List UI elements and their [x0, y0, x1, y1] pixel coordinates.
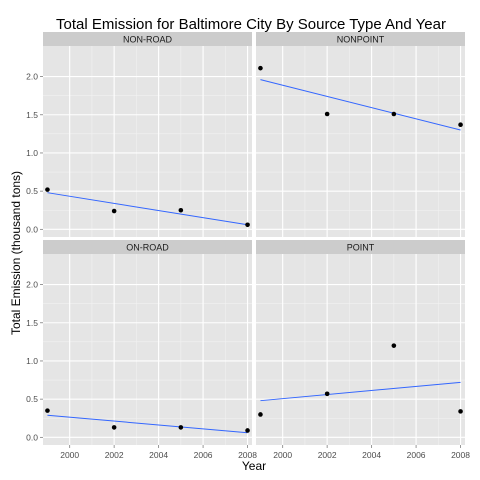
- panel-background: [43, 254, 252, 445]
- facet-non-road: NON-ROAD 0.0 0.5 1.0 1.5 2.0: [26, 32, 252, 237]
- y-tick-label: 2.0: [26, 280, 38, 290]
- trend-line: [260, 381, 461, 402]
- data-point: [324, 111, 330, 117]
- x-tick-label: 2004: [149, 450, 168, 460]
- facet-nonpoint: NONPOINT: [256, 32, 465, 237]
- panel-background: [256, 254, 465, 445]
- x-tick-label: 2004: [362, 450, 381, 460]
- x-tick-label: 2006: [194, 450, 213, 460]
- strip-3: [43, 240, 252, 254]
- x-tick-label: 2000: [273, 450, 292, 460]
- strip-4: [256, 240, 465, 254]
- facet-panels: NON-ROAD 0.0 0.5 1.0 1.5 2.0 NONPOINT ON-ROAD 0.…: [26, 32, 470, 460]
- trend-line: [260, 79, 461, 131]
- panel-background: [256, 46, 465, 237]
- data-point: [45, 187, 50, 192]
- x-tick-label: 2000: [60, 450, 79, 460]
- facet-on-road: ON-ROAD 0.0 0.5 1.0 1.5 2.0 2000 2002 2004 2006 20…: [26, 240, 257, 460]
- x-tick-label: 2006: [407, 450, 426, 460]
- data-point: [178, 425, 184, 430]
- x-tick-label: 2002: [105, 450, 124, 460]
- y-tick-label: 0.0: [26, 432, 38, 442]
- y-tick-label: 1.0: [26, 356, 38, 366]
- chart-title: Total Emission for Baltimore City By Sou…: [56, 16, 446, 33]
- y-tick-label: 2.0: [26, 72, 38, 82]
- data-point: [458, 122, 463, 127]
- data-point: [45, 408, 50, 413]
- x-axis-title: Year: [242, 459, 266, 473]
- data-point: [111, 425, 117, 430]
- trend-line: [47, 192, 248, 226]
- y-tick-label: 0.0: [26, 224, 38, 234]
- data-point: [391, 111, 397, 117]
- y-tick-label: 1.5: [26, 110, 38, 120]
- strip-label: POINT: [347, 243, 375, 253]
- data-point: [324, 391, 330, 397]
- data-point: [111, 208, 117, 214]
- y-tick-label: 1.5: [26, 318, 38, 328]
- facet-point: POINT 2000 2002 2004 2006 2008: [256, 240, 470, 460]
- x-tick-label: 2008: [451, 450, 470, 460]
- trend-line: [47, 414, 248, 434]
- strip-1: [43, 32, 252, 46]
- x-tick-label: 2008: [238, 450, 257, 460]
- data-point: [258, 412, 263, 417]
- panel-background: [43, 46, 252, 237]
- data-point: [178, 207, 184, 213]
- data-point: [245, 222, 250, 228]
- strip-label: NONPOINT: [337, 35, 385, 45]
- y-tick-label: 0.5: [26, 186, 38, 196]
- strip-2: [256, 32, 465, 46]
- data-point: [258, 65, 263, 71]
- data-point: [458, 409, 463, 414]
- data-point: [245, 428, 250, 433]
- strip-label: NON-ROAD: [123, 35, 172, 45]
- strip-label: ON-ROAD: [126, 243, 169, 253]
- y-tick-label: 0.5: [26, 394, 38, 404]
- data-point: [391, 343, 397, 348]
- y-axis-title: Total Emission (thousand tons): [9, 171, 23, 335]
- x-tick-label: 2002: [318, 450, 337, 460]
- y-tick-label: 1.0: [26, 148, 38, 158]
